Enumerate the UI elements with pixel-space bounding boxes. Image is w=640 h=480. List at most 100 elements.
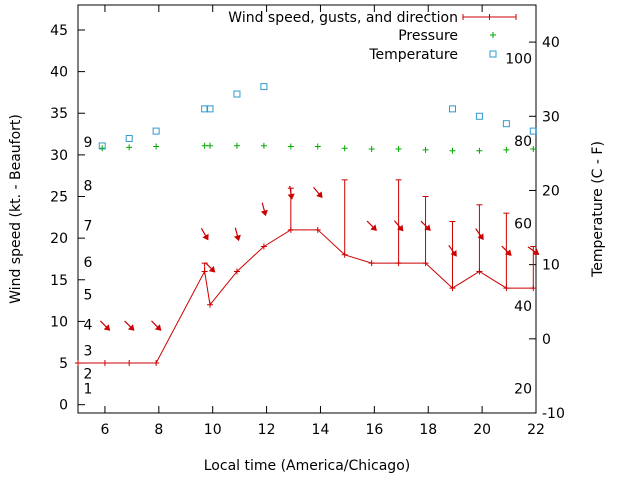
temperature-point [152, 127, 160, 135]
y-tick-label: 5 [59, 356, 68, 372]
beaufort-label: 1 [84, 382, 93, 398]
beaufort-label: 4 [84, 318, 93, 334]
wind-speed-point [314, 226, 321, 233]
pressure-point [207, 142, 214, 149]
arrow-head [477, 233, 484, 241]
arrow-head [316, 191, 323, 199]
temperature-point [502, 120, 510, 128]
arrow-head [396, 224, 404, 232]
beaufort-label: 9 [84, 135, 93, 151]
wind-direction-arrow [475, 228, 484, 241]
pressure-point [449, 147, 456, 154]
x-tick-label: 8 [154, 422, 163, 438]
wind-direction-arrow [151, 320, 162, 331]
wind-direction-arrow [527, 246, 540, 255]
wind-speed-line [78, 229, 534, 364]
y2-tick-label: 40 [542, 35, 560, 51]
pressure-point [126, 144, 133, 151]
arrow-head [233, 234, 241, 242]
pressure-point [314, 143, 321, 150]
pressure-point [260, 142, 267, 149]
fahrenheit-label: 100 [505, 52, 532, 68]
wind-direction-arrow [393, 220, 404, 232]
legend-label-temperature: Temperature [368, 47, 458, 63]
temperature-point [448, 105, 456, 113]
arrow-head [424, 224, 431, 231]
wind-speed-point [207, 301, 214, 308]
arrow-head [103, 324, 111, 331]
beaufort-label: 3 [84, 343, 93, 359]
fahrenheit-label: 20 [514, 381, 532, 397]
legend-swatch-temperature [489, 50, 497, 58]
temperature-point [529, 127, 537, 135]
y-tick-label: 20 [50, 231, 68, 247]
beaufort-label: 5 [84, 288, 93, 304]
pressure-point [287, 143, 294, 150]
wind-speed-point [201, 268, 208, 275]
wind-speed-point [341, 251, 348, 258]
legend-label-pressure: Pressure [398, 28, 458, 44]
wind-direction-arrow [204, 262, 216, 273]
wind-direction-arrow [233, 227, 241, 242]
wind-speed-point [101, 360, 108, 367]
y-tick-label: 40 [50, 65, 68, 81]
pressure-point [422, 146, 429, 153]
legend-label-wind: Wind speed, gusts, and direction [228, 10, 458, 26]
temperature-point [206, 105, 214, 113]
pressure-point [99, 145, 106, 152]
arrow-head [202, 233, 209, 241]
y2-tick-label: 10 [542, 258, 560, 274]
pressure-point [530, 146, 537, 153]
arrow-head [208, 266, 216, 273]
arrow-head [532, 248, 540, 255]
arrow-head [260, 209, 268, 217]
wind-direction-arrow [448, 244, 457, 257]
x-axis-label: Local time (America/Chicago) [204, 458, 410, 474]
wind-speed-point [476, 268, 483, 275]
wind-speed-point [260, 243, 267, 250]
y-tick-label: 45 [50, 23, 68, 39]
wind-direction-arrow [200, 228, 209, 241]
wind-speed-point [287, 226, 294, 233]
arrow-head [154, 324, 162, 331]
plot-frame [77, 4, 537, 414]
y2-tick-label: 30 [542, 109, 560, 125]
wind-direction-arrow [313, 186, 323, 199]
wind-speed-point [503, 285, 510, 292]
beaufort-label: 7 [84, 218, 93, 234]
pressure-point [201, 142, 208, 149]
beaufort-label: 6 [84, 255, 93, 271]
temperature-point [233, 90, 241, 98]
arrow-head [127, 324, 135, 331]
pressure-point [233, 142, 240, 149]
pressure-point [503, 146, 510, 153]
x-tick-label: 22 [527, 422, 545, 438]
y-tick-label: 35 [50, 106, 68, 122]
wind-direction-arrow [287, 185, 295, 200]
y2-axis-label: Temperature (C - F) [590, 141, 606, 278]
x-tick-label: 16 [365, 422, 383, 438]
temperature-point [125, 135, 133, 143]
x-tick-label: 6 [100, 422, 109, 438]
x-tick-label: 14 [312, 422, 330, 438]
x-tick-label: 18 [419, 422, 437, 438]
y-tick-label: 15 [50, 273, 68, 289]
y-tick-label: 10 [50, 314, 68, 330]
wind-direction-arrow [366, 220, 377, 231]
wind-speed-point [530, 285, 537, 292]
arrow-head [287, 193, 295, 200]
wind-speed-point [153, 360, 160, 367]
x-tick-label: 20 [473, 422, 491, 438]
legend-swatch-pressure [490, 32, 496, 38]
wind-direction-arrow [501, 245, 512, 256]
temperature-point [201, 105, 209, 113]
x-tick-label: 10 [204, 422, 222, 438]
wind-speed-point [422, 260, 429, 267]
wind-direction-arrow [260, 202, 268, 217]
arrow-head [450, 250, 457, 257]
y-tick-label: 25 [50, 190, 68, 206]
arrow-head [370, 224, 377, 231]
temperature-point [475, 112, 483, 120]
wind-speed-point [126, 360, 133, 367]
